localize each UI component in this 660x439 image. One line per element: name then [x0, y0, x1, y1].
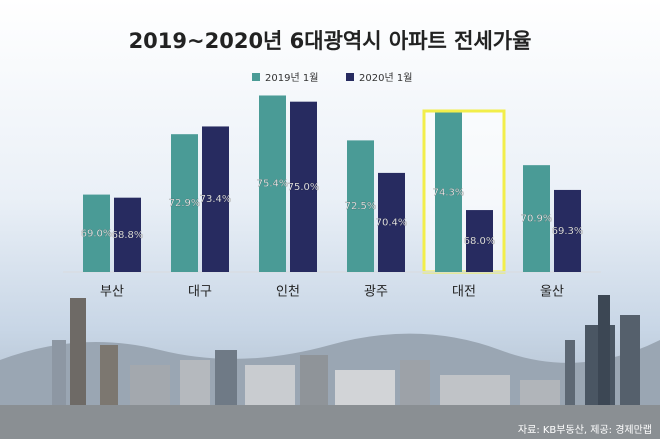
x-tick-label: 대구: [188, 285, 212, 300]
value-label: 69.3%: [552, 226, 584, 237]
value-label: 68.8%: [112, 230, 144, 241]
bar: [435, 112, 462, 272]
legend-label: 2020년 1월: [359, 72, 412, 84]
chart-title: 2019~2020년 6대광역시 아파트 전세가율: [129, 29, 532, 53]
value-label: 74.3%: [433, 187, 465, 198]
bar: [259, 95, 286, 272]
value-label: 70.4%: [376, 217, 408, 228]
value-label: 70.9%: [521, 214, 553, 225]
value-label: 69.0%: [81, 228, 113, 239]
bar: [83, 194, 110, 272]
value-label: 72.9%: [169, 198, 201, 209]
bar: [114, 197, 141, 272]
bar: [347, 140, 374, 272]
bar: [171, 134, 198, 272]
value-label: 68.0%: [464, 236, 496, 247]
source: 자료: KB부동산, 제공: 경제만랩: [518, 423, 652, 436]
x-tick-label: 부산: [100, 285, 124, 300]
legend-label: 2019년 1월: [265, 72, 318, 84]
x-tick-label: 광주: [364, 285, 388, 300]
x-tick-label: 대전: [452, 285, 476, 300]
x-tick-label: 울산: [540, 285, 564, 300]
value-label: 73.4%: [200, 194, 232, 205]
x-tick-label: 인천: [276, 285, 300, 300]
legend-swatch: [346, 73, 354, 81]
skyline: [0, 295, 660, 439]
bar: [554, 189, 581, 272]
value-label: 75.0%: [288, 182, 320, 193]
legend-swatch: [252, 73, 260, 81]
bar: [378, 172, 405, 272]
value-label: 75.4%: [257, 179, 289, 190]
bar: [466, 210, 493, 272]
bar: [202, 126, 229, 272]
bar: [523, 165, 550, 272]
bar: [290, 101, 317, 272]
value-label: 72.5%: [345, 201, 377, 212]
